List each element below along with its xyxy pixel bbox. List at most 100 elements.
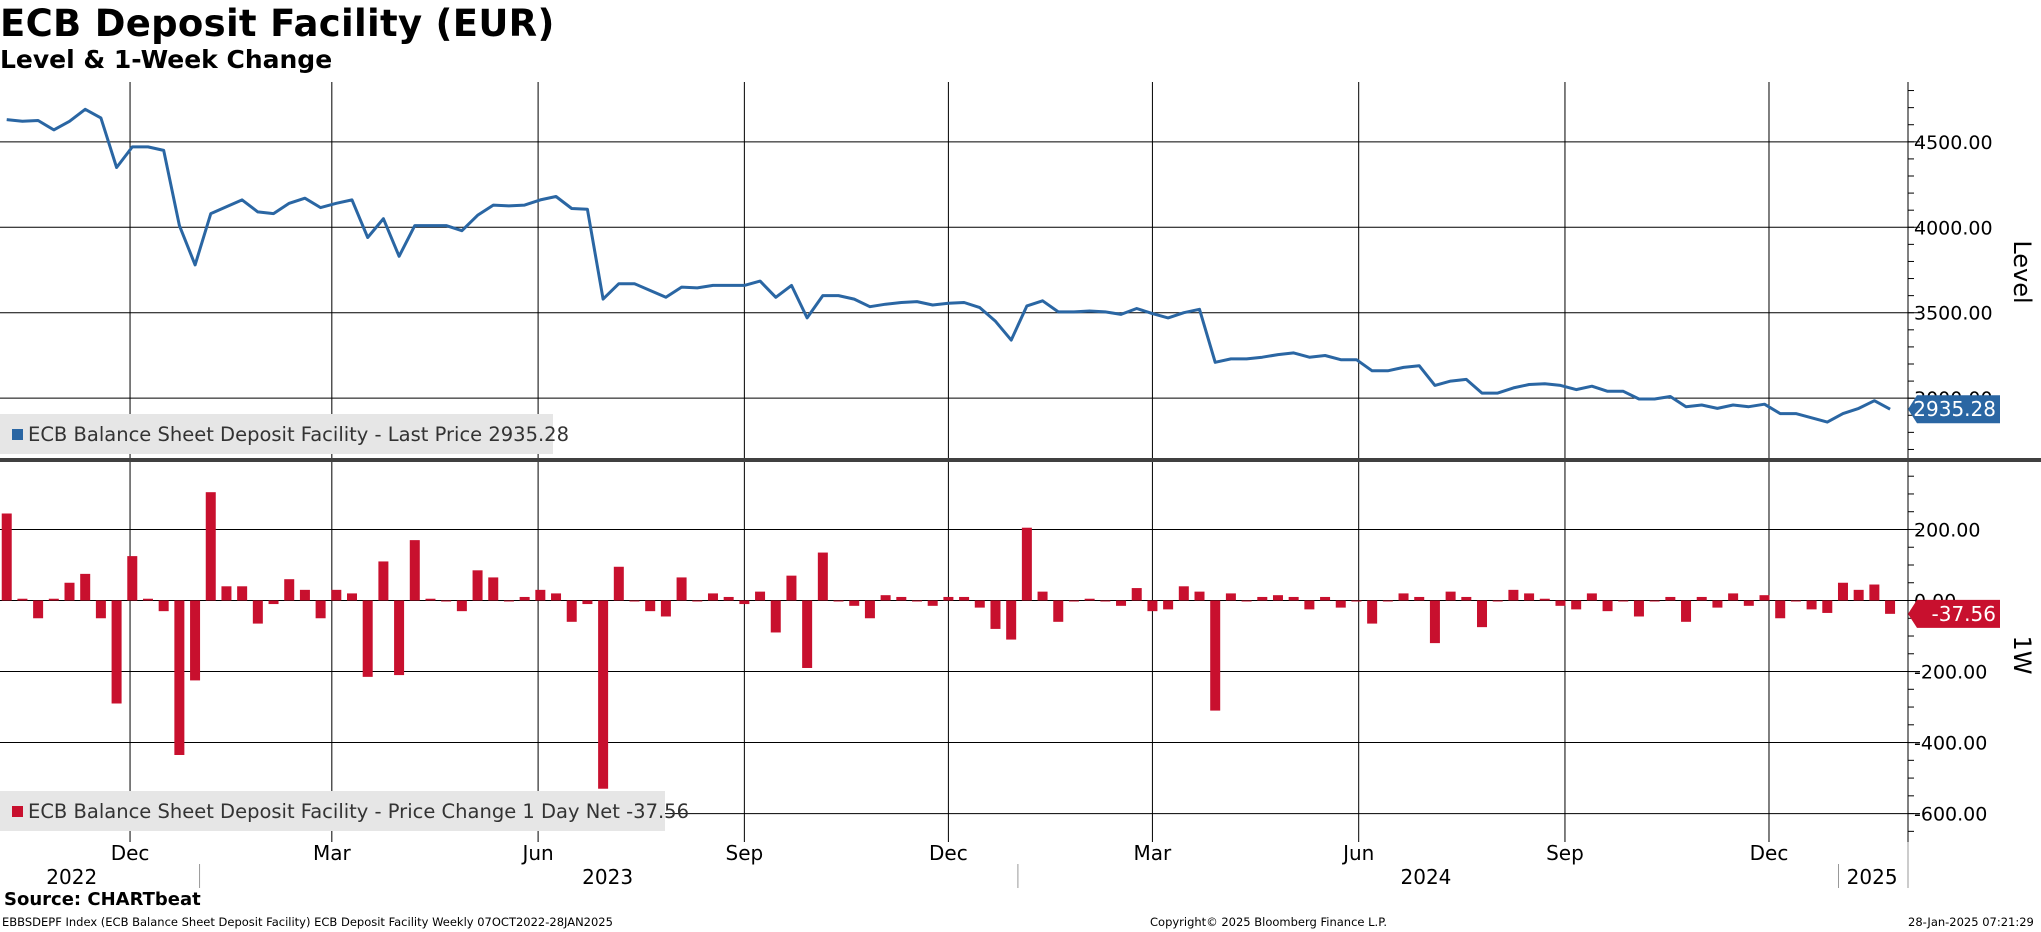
change-bar — [1131, 588, 1142, 601]
change-bar — [1210, 600, 1221, 711]
year-label: 2022 — [46, 865, 97, 889]
change-bar — [582, 600, 593, 605]
level-series — [6, 107, 1891, 424]
change-bar — [1178, 586, 1189, 601]
change-bar — [723, 596, 734, 601]
change-bar — [1304, 600, 1315, 610]
change-bar — [974, 600, 985, 608]
change-bar — [1728, 593, 1739, 601]
change-bar — [770, 600, 781, 633]
change-bar — [1743, 600, 1754, 606]
change-bar — [786, 575, 797, 601]
footer-index-description: EBBSDEPF Index (ECB Balance Sheet Deposi… — [2, 915, 613, 929]
change-bar — [990, 600, 1001, 629]
change-bar — [158, 600, 169, 612]
change-bar — [613, 566, 624, 601]
change-bar — [111, 600, 122, 704]
change-bar — [1163, 600, 1174, 610]
panel-divider — [0, 458, 2041, 462]
legends: ECB Balance Sheet Deposit Facility - Las… — [0, 414, 689, 831]
change-bar — [299, 589, 310, 601]
legend-swatch — [12, 806, 23, 817]
legend-swatch — [12, 429, 23, 440]
change-bar — [707, 593, 718, 601]
month-label: Sep — [726, 841, 764, 865]
change-bar — [1006, 600, 1017, 640]
value-tag-shape — [1908, 395, 2000, 424]
change-bar — [1398, 593, 1409, 601]
month-label: Jun — [520, 841, 553, 865]
change-bar — [362, 600, 373, 677]
source-note: Source: CHARTbeat — [4, 889, 201, 910]
change-bar — [817, 552, 828, 601]
change-axis-title: 1W — [2008, 636, 2036, 675]
year-label: 2023 — [582, 865, 633, 889]
change-bar — [503, 600, 514, 602]
change-bar — [1822, 600, 1833, 613]
change-bar — [1618, 600, 1629, 602]
change-bar — [1320, 596, 1331, 601]
change-bar — [1775, 600, 1786, 619]
change-bar — [1869, 584, 1880, 601]
chart-title: ECB Deposit Facility (EUR) — [0, 2, 555, 45]
legend-box — [0, 414, 553, 454]
change-bar — [268, 600, 279, 605]
change-bar — [1586, 593, 1597, 601]
level-axis-title: Level — [2008, 240, 2036, 303]
month-label: Mar — [313, 841, 352, 865]
change-bar — [1037, 591, 1048, 601]
value-tag-text: 2935.28 — [1913, 397, 1996, 421]
change-bar — [1429, 600, 1440, 644]
legend-text: ECB Balance Sheet Deposit Facility - Las… — [28, 423, 569, 446]
change-bar — [943, 596, 954, 601]
change-bar — [1461, 596, 1472, 601]
change-bar — [1649, 600, 1660, 602]
change-bar — [1712, 600, 1723, 608]
change-bar — [1885, 600, 1896, 614]
change-bar — [394, 600, 405, 676]
legend-text: ECB Balance Sheet Deposit Facility - Pri… — [28, 800, 689, 823]
change-bar — [1524, 593, 1535, 601]
change-bar — [1790, 600, 1801, 602]
change-bar — [1837, 582, 1848, 601]
change-bar — [425, 598, 436, 601]
change-bar — [1571, 600, 1582, 610]
change-bar — [441, 600, 452, 602]
change-bar — [95, 600, 106, 619]
change-bar — [1053, 600, 1064, 622]
month-label: Mar — [1134, 841, 1173, 865]
change-bar — [551, 593, 562, 601]
change-tick-label: -200.00 — [1914, 662, 1987, 684]
change-bar — [1696, 596, 1707, 601]
change-bar — [1853, 589, 1864, 601]
level-tick-label: 4500.00 — [1914, 132, 1993, 154]
change-bar — [660, 600, 671, 617]
value-tag-text: -37.56 — [1932, 602, 1996, 626]
change-bar — [1477, 600, 1488, 628]
level-line — [6, 107, 1891, 424]
change-bar — [1116, 600, 1127, 606]
change-bar — [692, 600, 703, 602]
change-bar — [80, 573, 91, 601]
change-bar — [1602, 600, 1613, 612]
change-bar — [849, 600, 860, 606]
change-bar — [1382, 600, 1393, 602]
change-bar — [1084, 598, 1095, 601]
change-bar — [676, 577, 687, 601]
change-bar — [896, 596, 907, 601]
change-bar — [1, 513, 12, 601]
change-bar — [1759, 595, 1770, 601]
change-tick-label: 200.00 — [1914, 519, 1980, 541]
change-bar — [598, 600, 609, 789]
change-bar — [802, 600, 813, 668]
change-bar — [1351, 600, 1362, 602]
change-bar — [1257, 596, 1268, 601]
change-legend: ECB Balance Sheet Deposit Facility - Pri… — [0, 791, 689, 831]
change-bar — [378, 561, 389, 601]
year-label: 2024 — [1401, 865, 1452, 889]
change-bar — [1555, 600, 1566, 606]
change-bar — [519, 596, 530, 601]
change-bar — [252, 600, 263, 624]
level-tick-label: 3500.00 — [1914, 303, 1993, 325]
change-bar — [127, 556, 138, 601]
